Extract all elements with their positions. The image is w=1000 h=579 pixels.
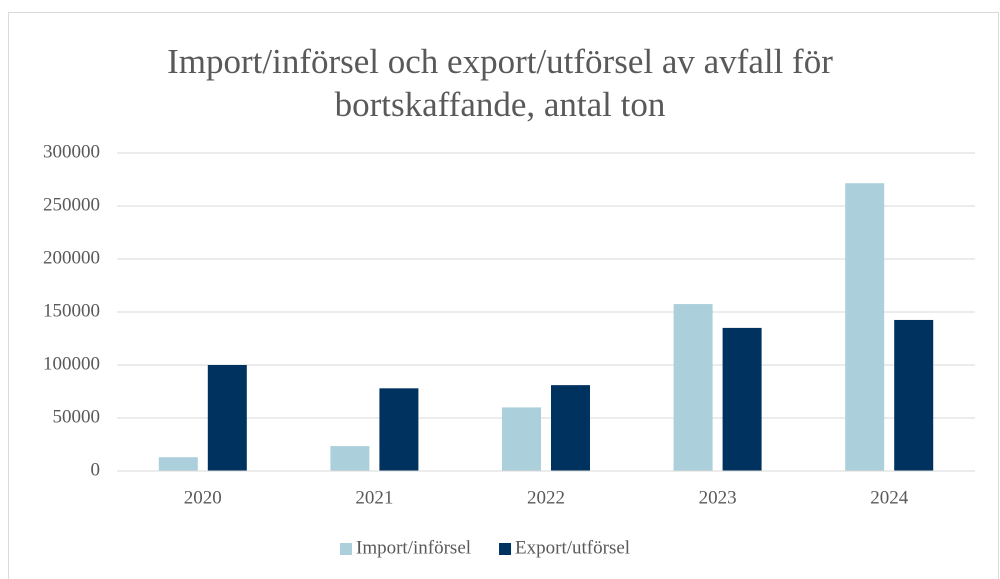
y-tick-label: 250000: [43, 194, 100, 215]
chart-frame: [8, 12, 999, 579]
bar: [330, 446, 370, 471]
legend-label: Export/utförsel: [515, 537, 630, 558]
legend-label: Import/införsel: [356, 537, 471, 558]
x-tick-label: 2020: [184, 487, 222, 508]
bar: [158, 457, 198, 471]
bar: [673, 304, 713, 471]
bar: [502, 407, 541, 471]
legend-swatch: [340, 543, 352, 555]
bar: [722, 327, 762, 471]
y-tick-label: 300000: [43, 141, 100, 162]
y-tick-label: 200000: [43, 247, 100, 268]
bar: [894, 319, 934, 471]
bar: [379, 388, 419, 471]
x-tick-label: 2024: [870, 487, 909, 508]
x-tick-label: 2021: [355, 487, 393, 508]
x-tick-label: 2023: [699, 487, 737, 508]
y-tick-label: 100000: [43, 353, 100, 374]
bar: [207, 365, 247, 471]
bar: [845, 183, 885, 471]
y-tick-label: 0: [91, 459, 101, 480]
y-tick-label: 150000: [43, 300, 100, 321]
bar: [551, 385, 590, 471]
x-tick-label: 2022: [527, 487, 565, 508]
legend-swatch: [499, 543, 512, 555]
y-tick-label: 50000: [53, 406, 101, 427]
chart-title: Import/införsel och export/utförsel av a…: [167, 42, 833, 124]
